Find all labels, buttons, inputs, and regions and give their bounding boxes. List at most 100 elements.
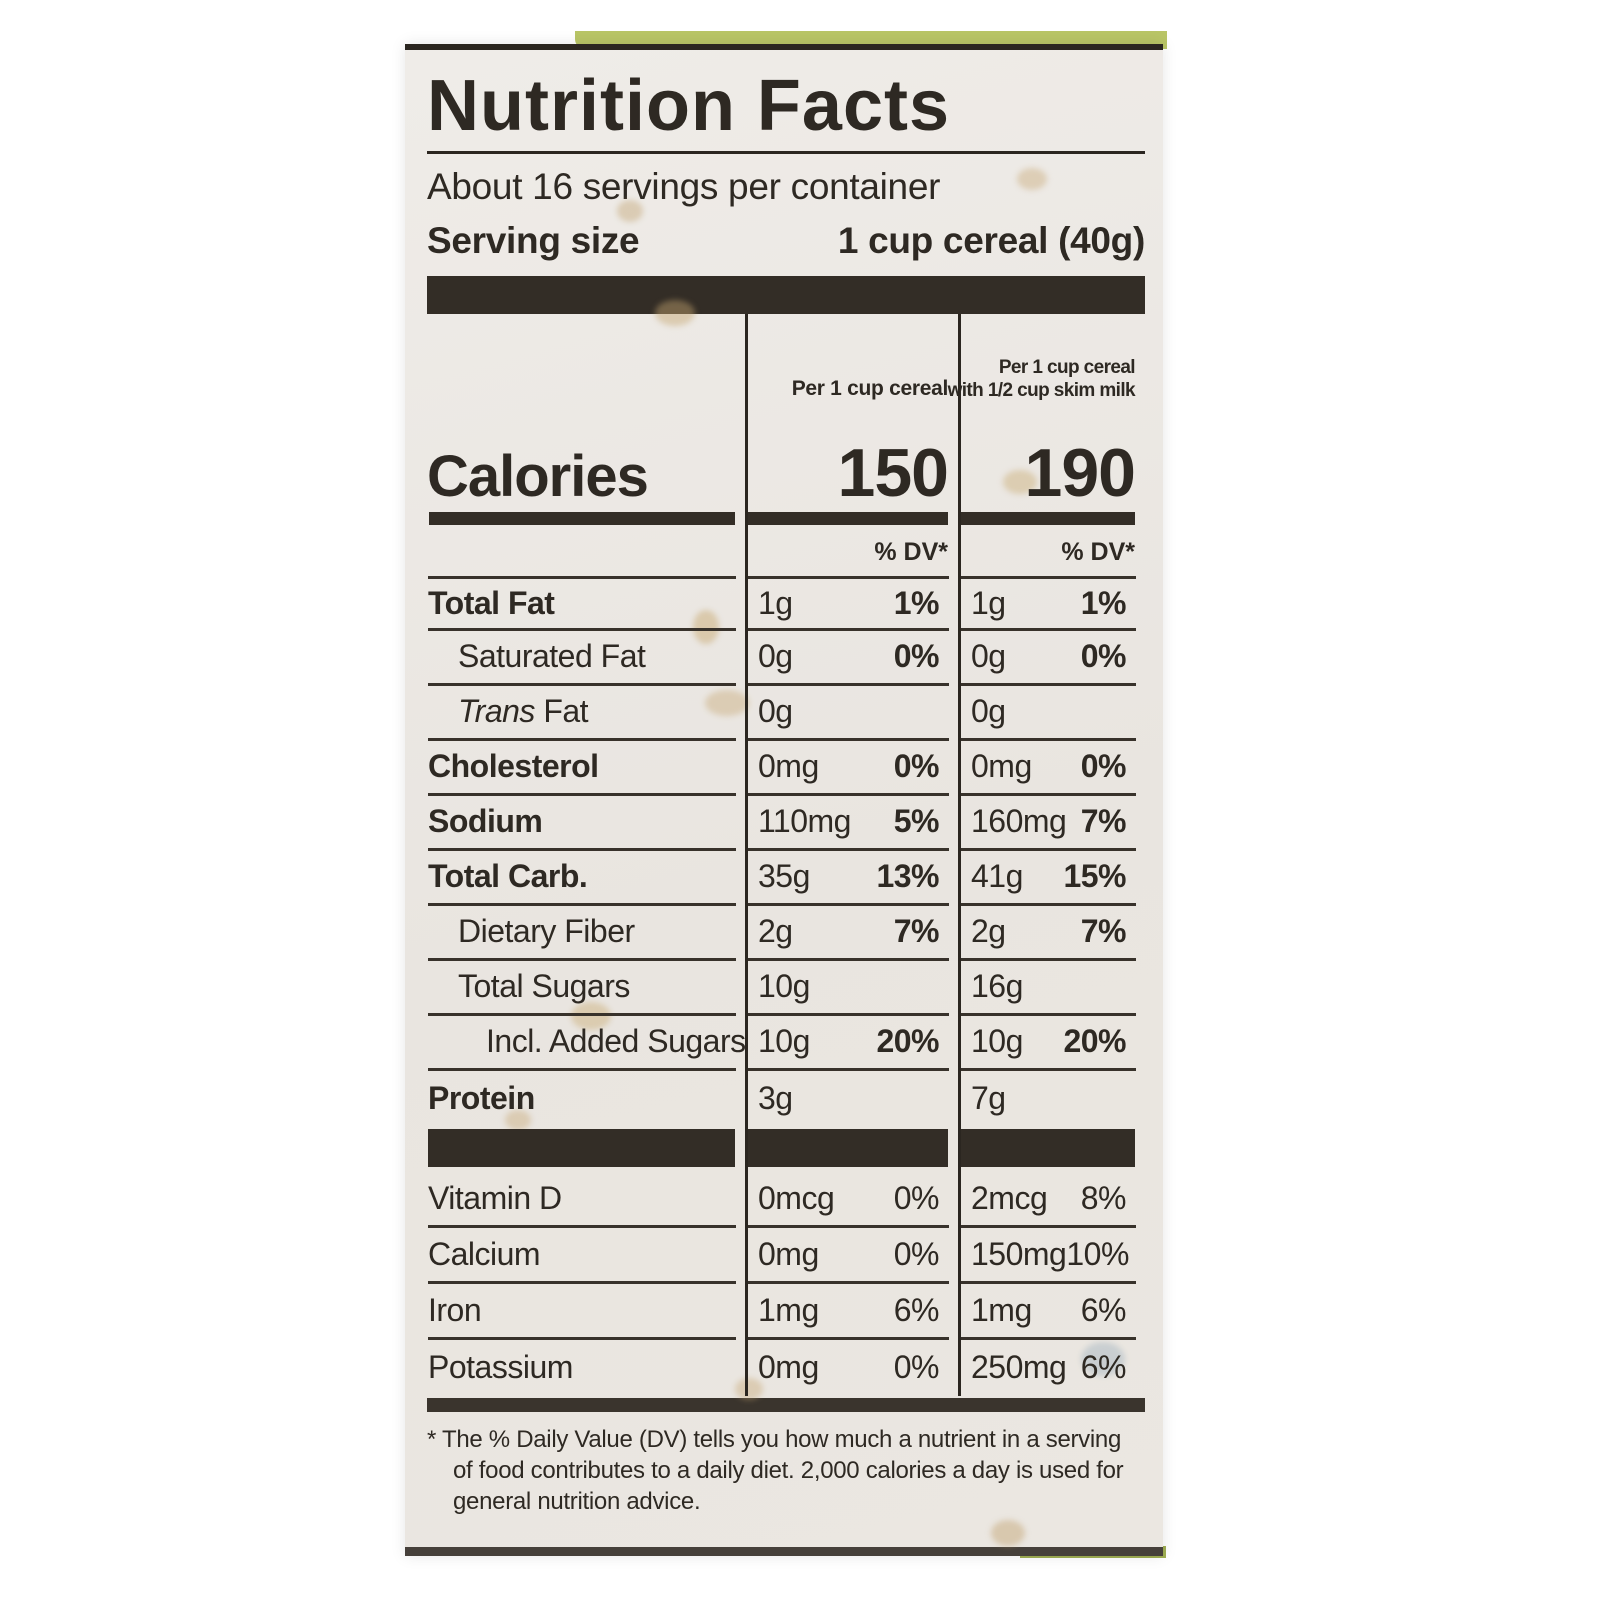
- col2-amount: 0g: [971, 638, 1006, 675]
- calories-label-cell: Calories: [427, 406, 745, 506]
- col1-dv: 0%: [893, 748, 940, 785]
- col1-dv: 0%: [893, 638, 940, 675]
- servings-per-container: About 16 servings per container: [427, 165, 941, 207]
- nutrient-row-sodium: Sodium 110mg 5% 160mg 7%: [427, 796, 1145, 851]
- nutrient-label: Protein: [428, 1079, 535, 1116]
- col1-dv: 1%: [893, 584, 940, 621]
- section-bar-middle-row: [427, 1126, 1145, 1172]
- column2-header-lines: Per 1 cup cereal with 1/2 cup skim milk: [947, 357, 1136, 401]
- vitamin-label: Calcium: [428, 1235, 541, 1272]
- calories-underline: [429, 511, 735, 525]
- calories-row: Calories 150 190: [427, 406, 1145, 512]
- col2-amount: 41g: [971, 858, 1023, 895]
- vitamin-label: Vitamin D: [428, 1179, 562, 1216]
- col2-dv: 10%: [1066, 1235, 1129, 1272]
- col1-amount: 0g: [758, 693, 793, 730]
- nutrition-table: Per 1 cup cereal Per 1 cup cereal with 1…: [427, 313, 1145, 1396]
- col2-dv: 6%: [1080, 1349, 1127, 1386]
- vitamin-row-vitamin-d: Vitamin D 0mcg 0% 2mcg 8%: [427, 1172, 1145, 1228]
- col1-dv: 13%: [876, 858, 939, 895]
- label-title: Nutrition Facts: [427, 66, 951, 146]
- column-divider: [745, 313, 748, 1396]
- spacer-cell: [427, 314, 745, 406]
- section-bar-top: [427, 275, 1145, 314]
- col1-dv: 6%: [893, 1291, 940, 1328]
- calories-underline: [960, 511, 1135, 525]
- nutrient-row-protein: Protein 3g 7g: [427, 1071, 1145, 1126]
- vitamin-row-iron: Iron 1mg 6% 1mg 6%: [427, 1284, 1145, 1340]
- nutrient-label: Saturated Fat: [458, 638, 646, 675]
- col1-dv: 5%: [893, 803, 940, 840]
- paper-stain: [991, 1520, 1025, 1546]
- section-bar-bottom: [427, 1397, 1145, 1412]
- nutrient-label: Dietary Fiber: [458, 913, 635, 950]
- column-header-row: Per 1 cup cereal Per 1 cup cereal with 1…: [427, 314, 1145, 406]
- calories-col2-cell: 190: [958, 406, 1145, 512]
- dv-footnote: * The % Daily Value (DV) tells you how m…: [427, 1425, 1124, 1516]
- col2-amount: 1mg: [971, 1291, 1032, 1328]
- col2-dv: 8%: [1080, 1179, 1127, 1216]
- calories-label: Calories: [427, 443, 649, 509]
- col1-amount: 1mg: [758, 1291, 819, 1328]
- col2-amount: 0mg: [971, 748, 1032, 785]
- col2-amount: 0g: [971, 693, 1006, 730]
- col1-amount: 2g: [758, 913, 793, 950]
- col1-amount: 110mg: [758, 803, 851, 840]
- spacer-cell: [427, 530, 745, 576]
- col2-dv: 7%: [1080, 803, 1127, 840]
- col1-dv: 7%: [893, 913, 940, 950]
- vitamin-label: Potassium: [428, 1349, 573, 1386]
- col2-amount: 160mg: [971, 803, 1067, 840]
- col2-dv: 1%: [1080, 584, 1127, 621]
- nutrient-label: Cholesterol: [428, 748, 599, 785]
- col2-amount: 1g: [971, 584, 1006, 621]
- col2-dv: 6%: [1080, 1291, 1127, 1328]
- col2-amount: 10g: [971, 1023, 1023, 1060]
- col1-dv: 0%: [893, 1349, 940, 1386]
- title-divider: [427, 150, 1145, 154]
- column2-header: Per 1 cup cereal with 1/2 cup skim milk: [942, 314, 1145, 406]
- dv-header-col1: % DV*: [874, 538, 948, 567]
- col1-dv: 20%: [876, 1023, 939, 1060]
- col2-dv: 20%: [1063, 1023, 1126, 1060]
- dv-header-col2: % DV*: [1061, 538, 1135, 567]
- col2-amount: 7g: [971, 1079, 1006, 1116]
- nutrient-label: Trans Fat: [458, 693, 589, 730]
- vitamin-row-potassium: Potassium 0mg 0% 250mg 6%: [427, 1340, 1145, 1396]
- col1-amount: 3g: [758, 1079, 793, 1116]
- col2-dv: 0%: [1080, 638, 1127, 675]
- col1-amount: 0mcg: [758, 1179, 835, 1216]
- col2-amount: 2mcg: [971, 1179, 1048, 1216]
- col1-amount: 35g: [758, 858, 810, 895]
- vitamin-row-calcium: Calcium 0mg 0% 150mg 10%: [427, 1228, 1145, 1284]
- nutrient-row-added-sugars: Incl. Added Sugars 10g 20% 10g 20%: [427, 1016, 1145, 1071]
- calories-col1-value: 150: [837, 435, 949, 512]
- serving-size-value: 1 cup cereal (40g): [837, 219, 1145, 261]
- col2-amount: 250mg: [971, 1349, 1067, 1386]
- calories-col1-cell: 150: [745, 406, 958, 512]
- calories-underline-row: [427, 506, 1145, 530]
- nutrient-label: Total Carb.: [428, 858, 588, 895]
- col2-dv: 0%: [1080, 748, 1127, 785]
- nutrient-label: Total Sugars: [458, 968, 630, 1005]
- nutrient-row-trans-fat: Trans Fat 0g 0g: [427, 686, 1145, 741]
- nutrient-row-total-carb: Total Carb. 35g 13% 41g 15%: [427, 851, 1145, 906]
- nutrient-row-total-fat: Total Fat 1g 1% 1g 1%: [427, 575, 1145, 631]
- column-divider: [958, 313, 961, 1396]
- section-bar-segment: [428, 1128, 735, 1167]
- nutrient-label: Total Fat: [428, 584, 555, 621]
- nutrient-row-saturated-fat: Saturated Fat 0g 0% 0g 0%: [427, 631, 1145, 686]
- col1-amount: 0mg: [758, 1235, 819, 1272]
- vitamin-label: Iron: [428, 1291, 482, 1328]
- section-bar-segment: [959, 1128, 1135, 1167]
- section-bar-segment: [746, 1128, 948, 1167]
- nutrient-row-cholesterol: Cholesterol 0mg 0% 0mg 0%: [427, 741, 1145, 796]
- nutrient-label: Incl. Added Sugars: [486, 1023, 746, 1060]
- nutrient-row-dietary-fiber: Dietary Fiber 2g 7% 2g 7%: [427, 906, 1145, 961]
- col1-amount: 0g: [758, 638, 793, 675]
- col2-amount: 150mg: [971, 1235, 1067, 1272]
- serving-size-row: Serving size 1 cup cereal (40g): [427, 220, 1145, 262]
- calories-col2-value: 190: [1024, 435, 1136, 512]
- col2-amount: 16g: [971, 968, 1023, 1005]
